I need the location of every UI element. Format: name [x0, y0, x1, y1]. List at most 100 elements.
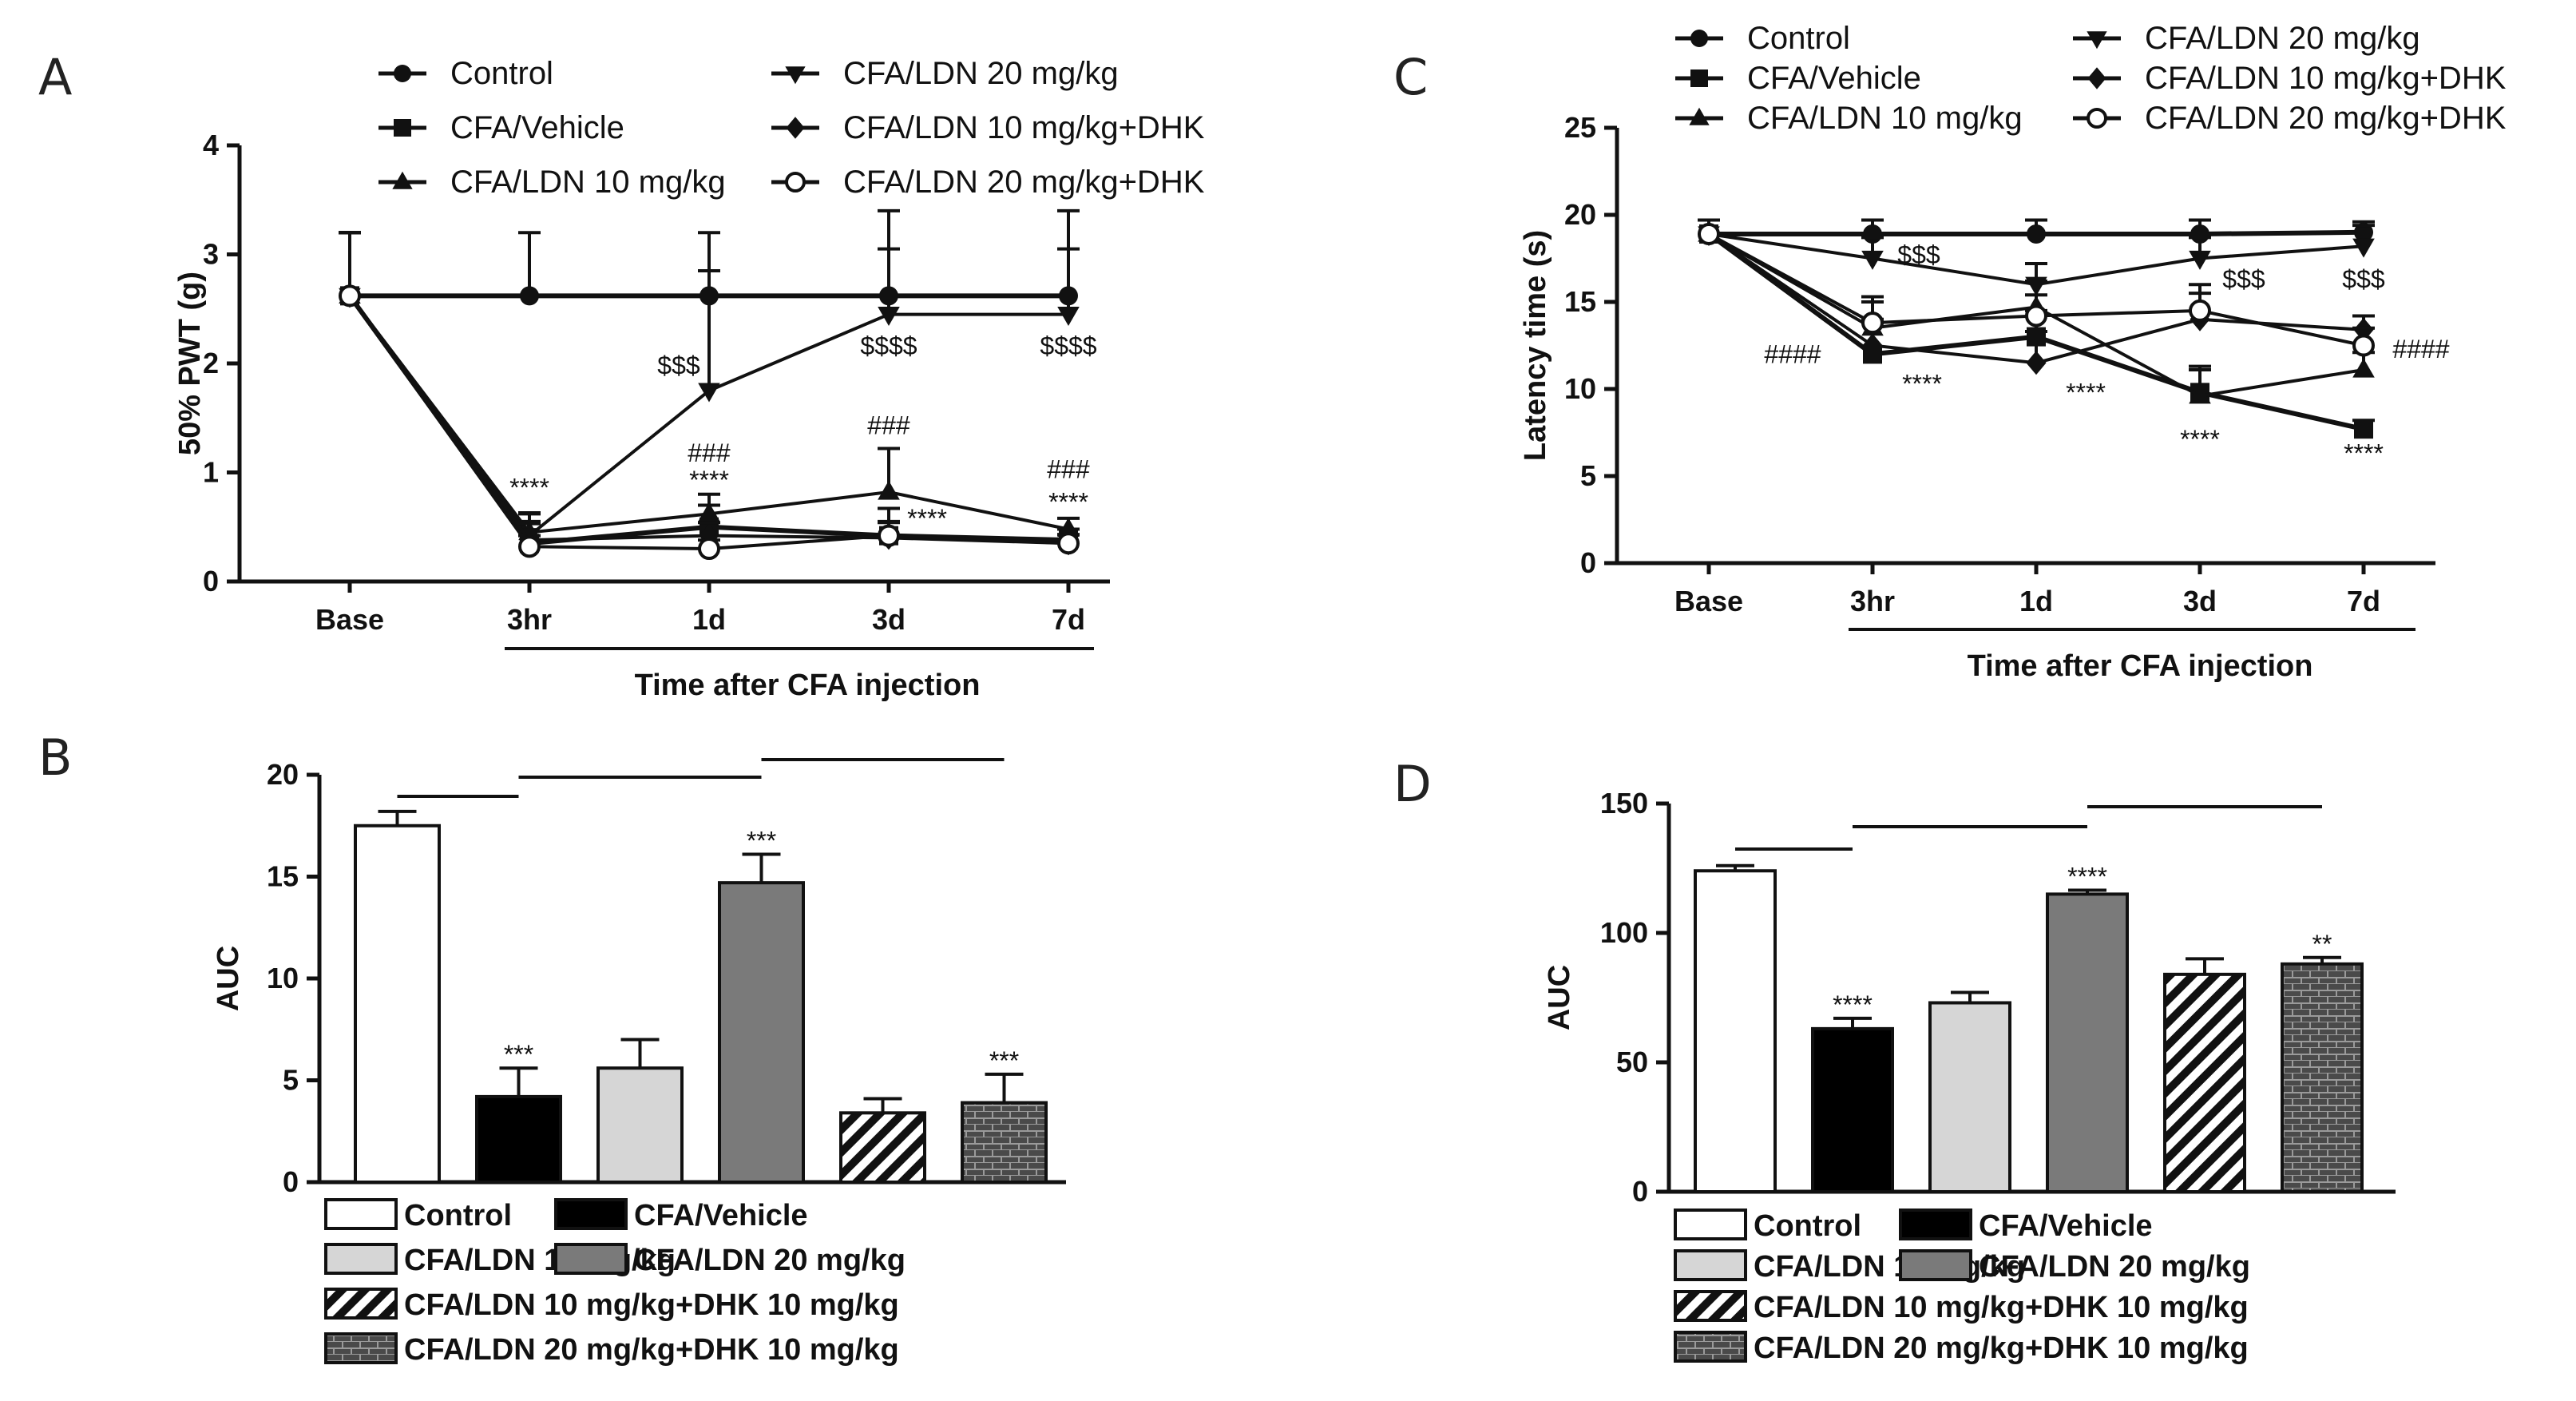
- series-4: [339, 231, 1080, 548]
- bar: [596, 1066, 684, 1184]
- y-tick-label: 4: [203, 129, 219, 161]
- significance-label: $$$: [657, 351, 700, 380]
- legend-label: CFA/Vehicle: [1747, 61, 1921, 96]
- data-point: [518, 535, 541, 558]
- series-1: [1698, 218, 2375, 244]
- data-point: [2352, 334, 2375, 357]
- data-point: [1862, 333, 1883, 358]
- panel-c: C 0 5 10 15 20 25 Base 3hr 1d 3d 7d Latency time (s)…: [1393, 21, 2507, 683]
- legend-label: CFA/LDN 20 mg/kg: [843, 56, 1119, 91]
- data-point: [2354, 419, 2373, 439]
- data-point: [2026, 351, 2047, 375]
- significance-label: ****: [2067, 863, 2107, 891]
- y-tick-label: 0: [203, 565, 219, 597]
- y-tick-label: 100: [1600, 916, 1648, 949]
- data-point: [878, 480, 900, 500]
- x-axis-label: Time after CFA injection: [1968, 649, 2313, 683]
- significance-label: $$$: [2222, 265, 2265, 294]
- legend-swatch: [1899, 1249, 1972, 1281]
- panel-letter: B: [38, 728, 73, 787]
- significance-label: ****: [509, 474, 549, 502]
- series-6: [339, 231, 1080, 561]
- significance-label: ****: [689, 466, 729, 494]
- bar: [2163, 972, 2246, 1193]
- y-tick-label: 2: [203, 347, 219, 379]
- legend-swatch: [1674, 1331, 1747, 1363]
- legend-label: Control: [450, 56, 553, 91]
- legend-label: CFA/Vehicle: [1979, 1209, 2153, 1243]
- legend-swatch: [1674, 1249, 1747, 1281]
- y-tick-label: 0: [283, 1165, 299, 1198]
- legend-label: CFA/LDN 20 mg/kg+DHK: [2145, 101, 2507, 136]
- x-tick-label: Base: [1674, 585, 1743, 617]
- data-point: [339, 284, 361, 308]
- legend-marker: [1690, 69, 1708, 87]
- x-tick-label: 1d: [2019, 585, 2053, 617]
- x-tick-label: Base: [315, 603, 384, 636]
- panel-a: A 0 1 2 3 4 Base 3hr 1d 3d 7d 50% PWT (g) Time after…: [38, 48, 1205, 702]
- y-axis-label: 50% PWT (g): [173, 272, 207, 455]
- significance-label: ***: [747, 826, 776, 855]
- x-tick-label: 3d: [2183, 585, 2217, 617]
- y-tick-label: 150: [1600, 787, 1648, 820]
- legend-label: CFA/LDN 10 mg/kg+DHK 10 mg/kg: [404, 1288, 899, 1322]
- legend-marker: [2087, 108, 2107, 129]
- significance-label: ***: [989, 1046, 1019, 1075]
- significance-label: ####: [1764, 339, 1821, 368]
- bar: [2046, 892, 2129, 1194]
- legend-label: CFA/LDN 10 mg/kg+DHK: [843, 110, 1205, 145]
- legend-label: CFA/LDN 20 mg/kg: [1979, 1250, 2250, 1284]
- y-tick-label: 5: [1580, 459, 1596, 492]
- legend-swatch: [324, 1332, 398, 1364]
- legend-label: CFA/LDN 20 mg/kg: [634, 1244, 906, 1277]
- significance-label: ****: [2344, 439, 2384, 468]
- legend-label: CFA/LDN 10 mg/kg: [1747, 101, 2023, 136]
- significance-label: ****: [2066, 378, 2106, 407]
- bar: [1694, 869, 1777, 1193]
- bar: [354, 824, 441, 1184]
- series-4: [1698, 218, 2375, 296]
- bar: [839, 1111, 926, 1185]
- y-tick-label: 15: [267, 860, 299, 893]
- y-tick-label: 15: [1564, 285, 1596, 318]
- legend-swatch: [324, 1198, 398, 1230]
- significance-label: ****: [907, 504, 947, 533]
- x-tick-label: 3d: [872, 603, 906, 636]
- bar: [1928, 1001, 2011, 1193]
- significance-label: $$$$: [1040, 331, 1096, 360]
- significance-label: ###: [867, 411, 910, 440]
- data-point: [2189, 250, 2211, 270]
- legend-swatch: [1899, 1209, 1972, 1240]
- x-tick-label: 3hr: [507, 603, 552, 636]
- y-tick-label: 0: [1632, 1175, 1648, 1208]
- y-tick-label: 25: [1564, 111, 1596, 144]
- legend-swatch: [554, 1243, 628, 1275]
- y-tick-label: 20: [1564, 198, 1596, 231]
- significance-label: ###: [1047, 454, 1090, 483]
- data-point: [1861, 250, 1884, 270]
- y-tick-label: 20: [267, 758, 299, 791]
- significance-label: ***: [504, 1040, 533, 1069]
- legend-swatch: [324, 1243, 398, 1275]
- legend-marker: [394, 65, 411, 82]
- panel-b: B 0 5 10 15 20 AUC *** *** *** Control CFA/Vehicle C…: [38, 728, 1066, 1367]
- significance-label: ****: [1902, 369, 1942, 398]
- x-tick-label: 1d: [692, 603, 726, 636]
- legend-marker: [2087, 31, 2107, 50]
- legend-marker: [2087, 67, 2106, 89]
- panel-letter: D: [1393, 755, 1432, 813]
- legend-label: CFA/LDN 10 mg/kg: [404, 1244, 676, 1277]
- y-tick-label: 10: [267, 962, 299, 994]
- significance-label: $$$$: [860, 331, 917, 360]
- bar: [961, 1101, 1048, 1185]
- significance-label: ****: [2180, 425, 2220, 454]
- legend-label: CFA/Vehicle: [634, 1199, 808, 1232]
- data-point: [878, 306, 900, 326]
- legend-swatch: [1674, 1290, 1747, 1322]
- legend-marker: [1690, 30, 1708, 47]
- legend-marker: [394, 119, 411, 137]
- data-point: [698, 502, 720, 522]
- legend-label: CFA/LDN 20 mg/kg+DHK: [843, 165, 1205, 200]
- y-axis-label: Latency time (s): [1519, 230, 1552, 461]
